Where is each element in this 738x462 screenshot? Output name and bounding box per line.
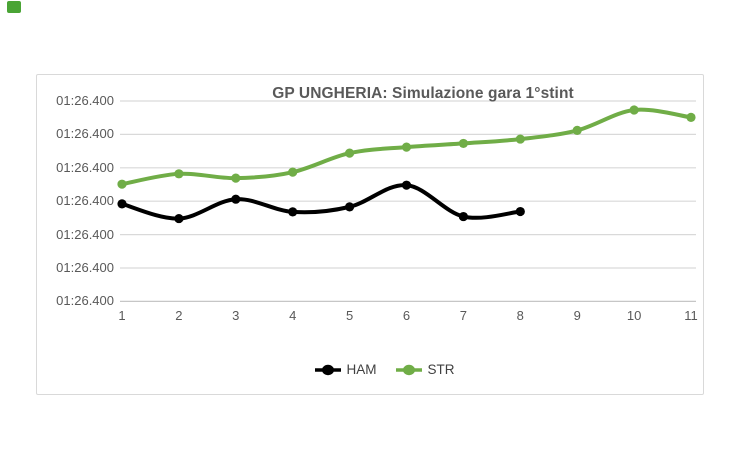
x-axis-tick-label: 6 [402, 308, 411, 323]
series-marker-str [515, 134, 525, 144]
series-marker-ham [345, 202, 355, 212]
legend-label-ham: HAM [346, 362, 377, 377]
x-axis-tick-label: 9 [573, 308, 581, 323]
series-marker-ham [174, 213, 184, 224]
x-axis-tick-label: 2 [175, 308, 183, 323]
y-axis-tick-label: 01:26.400 [56, 293, 114, 309]
series-marker-str [231, 173, 241, 183]
plot-area [117, 100, 696, 302]
legend-item-ham: HAM [314, 362, 377, 377]
x-axis-tick-label: 5 [345, 308, 354, 323]
x-axis-tick-label: 8 [516, 308, 524, 323]
x-axis-tick-label: 3 [232, 308, 240, 323]
legend-item-str: STR [395, 362, 455, 377]
x-axis-tick-label: 7 [459, 308, 467, 323]
series-marker-str [288, 167, 298, 177]
legend: HAM STR [51, 362, 717, 377]
legend-marker-str-icon [395, 364, 422, 375]
y-axis-tick-label: 01:26.400 [56, 159, 114, 175]
series-marker-str [629, 105, 639, 115]
x-axis-tick-label: 4 [289, 308, 297, 323]
y-axis-tick-label: 01:26.400 [56, 93, 114, 108]
series-marker-str [686, 112, 696, 122]
series-marker-str [174, 169, 184, 179]
series-marker-str [117, 179, 127, 189]
series-marker-str [345, 148, 355, 158]
series-marker-ham [401, 180, 412, 190]
green-square-icon [7, 1, 21, 13]
series-marker-ham [231, 194, 241, 204]
legend-label-str: STR [427, 362, 455, 377]
y-axis-tick-label: 01:26.400 [56, 260, 114, 275]
series-line-ham [120, 183, 523, 221]
series-marker-str [458, 138, 468, 149]
series-marker-ham [288, 207, 298, 217]
y-axis-tick-label: 01:26.400 [56, 193, 114, 209]
series-marker-ham [515, 206, 525, 217]
series-marker-ham [458, 211, 468, 222]
series-marker-str [572, 125, 582, 135]
y-axis-tick-label: 01:26.400 [56, 226, 114, 242]
y-axis-tick-label: 01:26.400 [56, 126, 114, 142]
series-marker-ham [117, 199, 127, 209]
x-axis-tick-label: 10 [626, 308, 642, 323]
x-axis-tick-label: 1 [118, 308, 126, 323]
series-marker-str [401, 142, 412, 152]
legend-marker-ham-icon [314, 364, 341, 375]
chart-container: GP UNGHERIA: Simulazione gara 1°stint 01… [36, 74, 704, 395]
x-axis-tick-label: 11 [684, 308, 698, 323]
chart-title: GP UNGHERIA: Simulazione gara 1°stint [272, 85, 574, 102]
